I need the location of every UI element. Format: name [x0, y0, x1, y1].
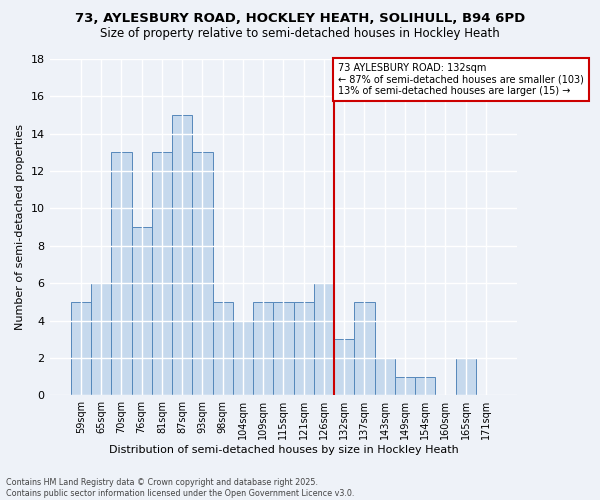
Bar: [71, 302, 91, 396]
Text: Size of property relative to semi-detached houses in Hockley Heath: Size of property relative to semi-detach…: [100, 28, 500, 40]
Bar: [212, 302, 233, 396]
Text: 73 AYLESBURY ROAD: 132sqm
← 87% of semi-detached houses are smaller (103)
13% of: 73 AYLESBURY ROAD: 132sqm ← 87% of semi-…: [338, 62, 584, 96]
Bar: [314, 283, 334, 396]
Bar: [395, 376, 415, 396]
Bar: [131, 227, 152, 396]
Bar: [111, 152, 131, 396]
Bar: [455, 358, 476, 396]
Text: Contains HM Land Registry data © Crown copyright and database right 2025.
Contai: Contains HM Land Registry data © Crown c…: [6, 478, 355, 498]
Bar: [233, 320, 253, 396]
Bar: [415, 376, 435, 396]
Bar: [192, 152, 212, 396]
X-axis label: Distribution of semi-detached houses by size in Hockley Heath: Distribution of semi-detached houses by …: [109, 445, 458, 455]
Bar: [374, 358, 395, 396]
Bar: [172, 115, 192, 396]
Text: 73, AYLESBURY ROAD, HOCKLEY HEATH, SOLIHULL, B94 6PD: 73, AYLESBURY ROAD, HOCKLEY HEATH, SOLIH…: [75, 12, 525, 26]
Bar: [334, 340, 354, 396]
Bar: [354, 302, 374, 396]
Bar: [253, 302, 273, 396]
Bar: [293, 302, 314, 396]
Bar: [273, 302, 293, 396]
Bar: [91, 283, 111, 396]
Bar: [152, 152, 172, 396]
Y-axis label: Number of semi-detached properties: Number of semi-detached properties: [15, 124, 25, 330]
